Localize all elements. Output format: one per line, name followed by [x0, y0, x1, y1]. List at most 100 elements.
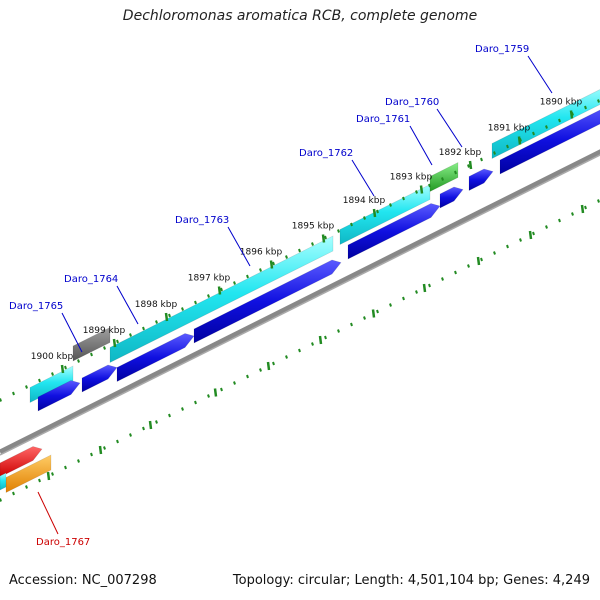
gene-leader-line	[227, 226, 251, 267]
genome-backbone	[0, 149, 600, 455]
gene-feature-blue-1[interactable]	[37, 380, 81, 412]
scale-dot-lower	[506, 244, 509, 249]
gene-feature-1764-gray[interactable]	[72, 327, 111, 362]
genome-backbone-shadow	[0, 154, 600, 456]
gene-feature-blue-4[interactable]	[193, 259, 342, 344]
gene-feature-blue-5[interactable]	[347, 203, 441, 260]
scale-dot-lower	[467, 264, 470, 268]
scale-dot-upper	[25, 385, 28, 389]
scale-dot-upper	[181, 307, 184, 311]
scale-dot-lower	[77, 459, 80, 463]
scale-dot-lower	[519, 238, 522, 242]
gene-label[interactable]: Daro_1763	[175, 215, 229, 226]
scale-dot-upper	[597, 99, 600, 103]
scale-dot-lower	[116, 439, 119, 444]
gene-label[interactable]: Daro_1760	[385, 97, 439, 108]
scale-dot-lower	[285, 355, 288, 359]
gene-label[interactable]: Daro_1765	[9, 301, 63, 312]
scale-dot-upper	[545, 125, 548, 129]
gene-feature-blue-3[interactable]	[116, 333, 195, 382]
major-tick	[321, 234, 326, 243]
scale-dot-lower	[545, 225, 548, 229]
scale-dot-upper	[480, 157, 483, 162]
scale-dot-lower	[376, 309, 379, 314]
gene-feature-blue-6[interactable]	[439, 186, 464, 209]
tick-label: 1896 kbp	[240, 248, 283, 258]
scale-dot-lower	[402, 296, 405, 301]
major-tick	[517, 136, 522, 145]
gene-label[interactable]: Daro_1767	[36, 537, 90, 548]
gene-feature-1765[interactable]	[29, 365, 74, 403]
scale-dot-lower	[64, 465, 67, 470]
scale-dot-lower	[246, 374, 249, 379]
scale-dot-upper	[38, 378, 41, 383]
tick-label: 1895 kbp	[292, 222, 335, 232]
gene-feature-red[interactable]	[0, 446, 43, 478]
gene-label[interactable]: Daro_1764	[64, 274, 118, 285]
tick-label: 1891 kbp	[488, 124, 531, 134]
scale-dot-upper	[311, 242, 314, 246]
scale-dot-lower	[181, 407, 184, 411]
major-tick-lower	[528, 230, 533, 240]
tick-label: 1890 kbp	[540, 98, 583, 108]
gene-label[interactable]: Daro_1762	[299, 148, 353, 159]
scale-dot-upper	[324, 235, 327, 240]
gene-feature-cyan-stub[interactable]	[0, 472, 7, 491]
scale-dot-lower	[337, 329, 340, 333]
tick-label: 1900 kbp	[31, 352, 74, 362]
scale-dot-upper	[207, 294, 210, 298]
tick-label: 1899 kbp	[83, 326, 126, 336]
scale-dot-upper	[389, 203, 392, 207]
scale-dot-lower	[220, 387, 223, 392]
gene-label[interactable]: Daro_1759	[475, 44, 529, 55]
scale-dot-upper	[194, 300, 197, 305]
scale-dot-lower	[350, 322, 353, 327]
scale-dot-upper	[64, 365, 67, 370]
scale-dot-lower	[298, 348, 301, 353]
major-tick-lower	[318, 335, 323, 345]
gene-feature-1763[interactable]	[109, 235, 334, 363]
scale-dot-upper	[350, 222, 353, 227]
gene-feature-1767[interactable]	[5, 454, 52, 493]
tick-label: 1893 kbp	[390, 173, 433, 183]
gene-label[interactable]: Daro_1761	[356, 114, 410, 125]
tick-label: 1897 kbp	[188, 274, 231, 284]
scale-dot-upper	[441, 177, 444, 181]
scale-dot-lower	[272, 361, 275, 366]
gene-feature-blue-2[interactable]	[81, 364, 118, 393]
scale-dot-lower	[90, 452, 93, 457]
scale-dot-upper	[363, 216, 366, 220]
major-tick	[468, 160, 473, 170]
scale-dot-lower	[532, 231, 535, 236]
major-tick	[269, 260, 274, 269]
scale-dot-lower	[389, 303, 392, 307]
gene-feature-blue-8[interactable]	[499, 105, 600, 175]
scale-dot-lower	[25, 485, 28, 489]
major-tick	[164, 312, 169, 322]
major-tick-lower	[266, 361, 271, 371]
scale-dot-upper	[584, 105, 587, 110]
scale-dot-lower	[480, 257, 483, 262]
scale-dot-lower	[129, 433, 132, 437]
major-tick-lower	[422, 283, 427, 293]
scale-dot-lower	[0, 498, 2, 502]
gene-feature-blue-7[interactable]	[468, 168, 494, 191]
scale-dot-lower	[584, 205, 587, 210]
scale-dot-upper	[467, 164, 470, 168]
major-tick	[217, 286, 222, 295]
scale-dot-upper	[337, 229, 340, 233]
gene-feature-1762[interactable]	[339, 184, 431, 245]
tick-label: 1894 kbp	[343, 196, 386, 206]
scale-dot-upper	[220, 287, 223, 292]
scale-dot-upper	[246, 274, 249, 279]
scale-dot-upper	[155, 320, 158, 324]
major-tick-lower	[371, 309, 376, 318]
scale-dot-upper	[103, 346, 106, 350]
scale-dot-lower	[155, 420, 158, 424]
scale-dot-lower	[194, 400, 197, 405]
major-tick-lower	[46, 471, 51, 481]
scale-dot-lower	[38, 478, 41, 483]
scale-dot-upper	[0, 398, 2, 402]
scale-dot-upper	[90, 352, 93, 357]
